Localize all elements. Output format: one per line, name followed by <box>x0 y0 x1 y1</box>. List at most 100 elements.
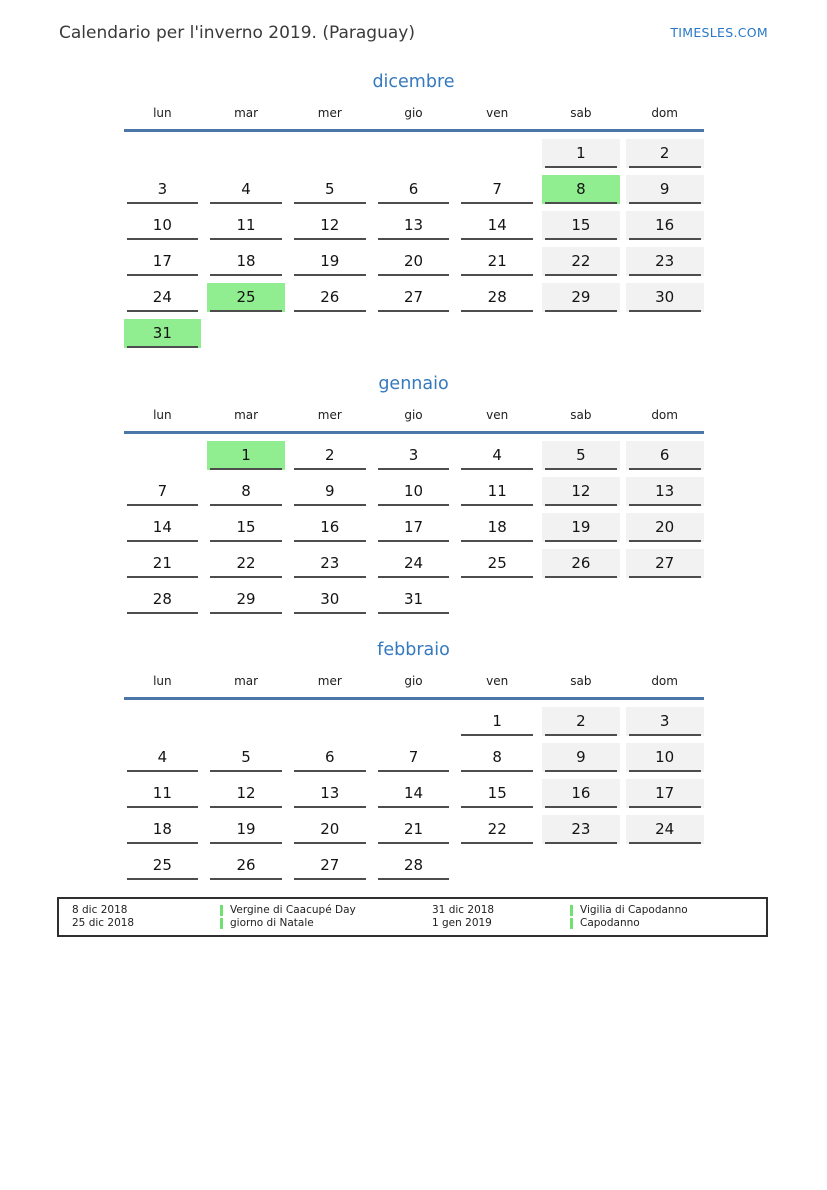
empty-cell <box>458 139 536 168</box>
empty-cell <box>458 851 536 880</box>
day-cell-dicembre-16: 16 <box>625 211 704 240</box>
day-cell-febbraio-26: 26 <box>207 851 285 880</box>
legend-date: 1 gen 2019 <box>432 917 492 929</box>
week-row: 18 19 20 21 22 23 24 <box>124 815 704 844</box>
empty-cell <box>626 319 704 348</box>
day-cell-febbraio-19: 19 <box>207 815 285 844</box>
legend-label: Capodanno <box>580 917 640 929</box>
day-cell-febbraio-1: 1 <box>458 707 536 736</box>
day-cell-febbraio-11: 11 <box>124 779 202 808</box>
month-title: dicembre <box>372 72 455 92</box>
day-cell-gennaio-19: 19 <box>542 513 620 542</box>
weekday-label: mar <box>234 674 259 688</box>
day-cell-dicembre-31: 31 <box>123 319 202 348</box>
legend-box: 8 dic 2018 25 dic 2018 Vergine di Caacupé … <box>57 897 768 937</box>
holiday-marker-icon <box>220 918 223 929</box>
day-cell-gennaio-11: 11 <box>458 477 536 506</box>
legend-label: Vigilia di Capodanno <box>580 904 688 916</box>
week-row: 24 25 26 27 28 29 30 <box>124 283 704 312</box>
day-cell-gennaio-28: 28 <box>124 585 202 614</box>
weekday-label: sab <box>570 674 592 688</box>
week-row: 25 26 27 28 <box>124 851 704 880</box>
weekday-label: mer <box>317 408 342 422</box>
day-cell-gennaio-25: 25 <box>458 549 536 578</box>
weekday-label: mer <box>317 674 342 688</box>
day-cell-dicembre-19: 19 <box>291 247 369 276</box>
weekday-label: ven <box>486 106 509 120</box>
week-row: 21 22 23 24 25 26 27 <box>124 549 704 578</box>
weekday-label: lun <box>153 106 172 120</box>
empty-cell <box>542 851 620 880</box>
day-cell-dicembre-15: 15 <box>542 211 620 240</box>
day-cell-dicembre-29: 29 <box>542 283 620 312</box>
holiday-marker-icon <box>220 905 223 916</box>
day-cell-febbraio-17: 17 <box>625 779 704 808</box>
day-cell-dicembre-2: 2 <box>625 139 704 168</box>
empty-cell <box>291 139 369 168</box>
day-cell-gennaio-23: 23 <box>291 549 369 578</box>
month-title: gennaio <box>378 374 449 394</box>
day-cell-dicembre-20: 20 <box>375 247 453 276</box>
day-cell-gennaio-13: 13 <box>625 477 704 506</box>
weekday-label: lun <box>153 408 172 422</box>
weekday-label: mer <box>317 106 342 120</box>
day-cell-febbraio-24: 24 <box>625 815 704 844</box>
day-cell-febbraio-12: 12 <box>207 779 285 808</box>
day-cell-dicembre-30: 30 <box>625 283 704 312</box>
legend-item: giorno di Natale <box>220 917 432 930</box>
month-febbraio: febbraio lun mar mer gio ven sab dom 1 2 3 4 5 6 7 8 9 10… <box>123 640 704 880</box>
empty-cell <box>458 319 536 348</box>
weekday-label: ven <box>486 674 509 688</box>
weekday-label: mar <box>234 408 259 422</box>
empty-cell <box>291 319 369 348</box>
day-cell-gennaio-15: 15 <box>207 513 285 542</box>
legend-label: Vergine di Caacupé Day <box>230 904 356 916</box>
day-cell-febbraio-14: 14 <box>375 779 453 808</box>
day-cell-gennaio-31: 31 <box>375 585 453 614</box>
day-cell-febbraio-20: 20 <box>291 815 369 844</box>
weekday-label: gio <box>404 106 423 120</box>
week-row: 28 29 30 31 <box>124 585 704 614</box>
day-cell-gennaio-12: 12 <box>542 477 620 506</box>
day-cell-gennaio-26: 26 <box>542 549 620 578</box>
weekday-label: gio <box>404 674 423 688</box>
day-cell-dicembre-17: 17 <box>124 247 202 276</box>
day-cell-febbraio-27: 27 <box>291 851 369 880</box>
day-cell-dicembre-26: 26 <box>291 283 369 312</box>
day-cell-dicembre-23: 23 <box>625 247 704 276</box>
empty-cell <box>207 319 285 348</box>
legend-date: 31 dic 2018 <box>432 904 495 916</box>
day-cell-febbraio-16: 16 <box>542 779 620 808</box>
day-cell-dicembre-18: 18 <box>207 247 285 276</box>
day-cell-gennaio-22: 22 <box>207 549 285 578</box>
empty-cell <box>124 441 202 470</box>
weekday-label: dom <box>651 408 678 422</box>
day-cell-febbraio-21: 21 <box>375 815 453 844</box>
week-row: 11 12 13 14 15 16 17 <box>124 779 704 808</box>
day-cell-gennaio-10: 10 <box>375 477 453 506</box>
day-cell-dicembre-21: 21 <box>458 247 536 276</box>
day-cell-gennaio-5: 5 <box>542 441 620 470</box>
day-cell-febbraio-7: 7 <box>375 743 453 772</box>
page-header: Calendario per l'inverno 2019. (Paraguay… <box>59 21 768 45</box>
day-cell-febbraio-4: 4 <box>124 743 202 772</box>
day-cell-febbraio-22: 22 <box>458 815 536 844</box>
empty-cell <box>207 707 285 736</box>
holiday-marker-icon <box>570 918 573 929</box>
week-row: 7 8 9 10 11 12 13 <box>124 477 704 506</box>
day-cell-febbraio-23: 23 <box>542 815 620 844</box>
day-cell-febbraio-8: 8 <box>458 743 536 772</box>
week-row: 31 <box>123 319 704 348</box>
day-cell-gennaio-17: 17 <box>375 513 453 542</box>
day-cell-gennaio-29: 29 <box>207 585 285 614</box>
weekday-header-row: lun mar mer gio ven sab dom <box>123 106 704 132</box>
week-row: 10 11 12 13 14 15 16 <box>124 211 704 240</box>
weekday-label: sab <box>570 106 592 120</box>
weekday-header-row: lun mar mer gio ven sab dom <box>123 674 704 700</box>
site-link[interactable]: TIMESLES.COM <box>670 25 768 40</box>
day-cell-gennaio-1: 1 <box>207 441 285 470</box>
month-title: febbraio <box>377 640 450 660</box>
day-cell-dicembre-6: 6 <box>375 175 453 204</box>
day-cell-dicembre-12: 12 <box>291 211 369 240</box>
